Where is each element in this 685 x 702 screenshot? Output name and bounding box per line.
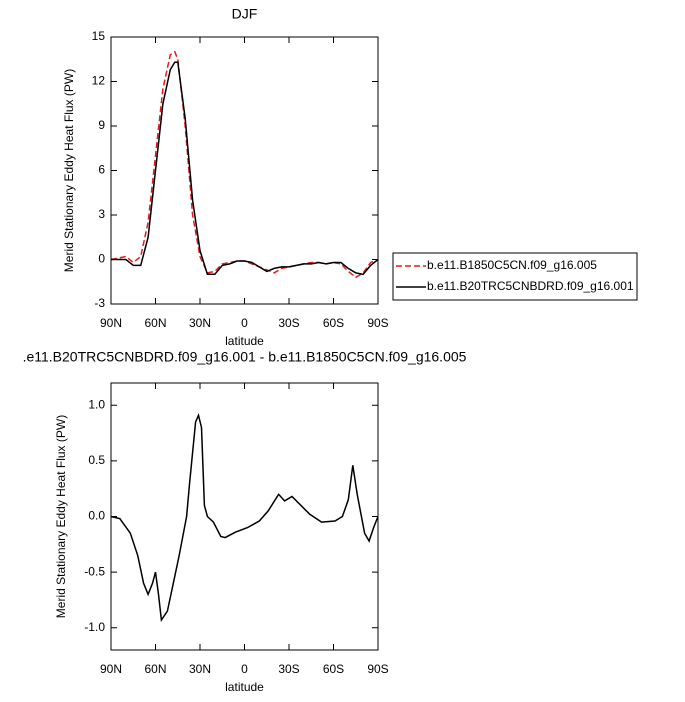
- legend-label: b.e11.B1850C5CN.f09_g16.005: [427, 258, 597, 272]
- y-axis-label: Merid Stationary Eddy Heat Flux (PW): [62, 69, 76, 272]
- y-tick-label: 12: [92, 74, 106, 88]
- y-tick-label: 9: [98, 118, 105, 132]
- legend-box: [392, 252, 638, 301]
- y-tick-label: -0.5: [84, 564, 105, 578]
- y-axis-label: Merid Stationary Eddy Heat Flux (PW): [54, 415, 68, 618]
- x-tick-label: 60S: [323, 662, 344, 676]
- y-tick-label: 0: [98, 252, 105, 266]
- x-tick-label: 30N: [189, 662, 211, 676]
- x-tick-label: 30N: [189, 316, 211, 330]
- y-tick-label: 0.5: [88, 453, 105, 467]
- x-tick-label: 60S: [323, 316, 344, 330]
- y-tick-label: 0.0: [88, 509, 105, 523]
- x-tick-label: 90S: [367, 316, 388, 330]
- chart-title: .e11.B20TRC5CNBDRD.f09_g16.001 - b.e11.B…: [23, 349, 467, 365]
- y-tick-label: 15: [92, 29, 106, 43]
- y-tick-label: 6: [98, 163, 105, 177]
- x-tick-label: 60N: [144, 316, 166, 330]
- x-tick-label: 90N: [100, 662, 122, 676]
- x-tick-label: 30S: [278, 316, 299, 330]
- legend-label: b.e11.B20TRC5CNBDRD.f09_g16.001: [427, 279, 634, 293]
- x-tick-label: 60N: [144, 662, 166, 676]
- x-axis-label: latitude: [225, 680, 264, 694]
- x-tick-label: 90S: [367, 662, 388, 676]
- plot-frame: [110, 382, 379, 651]
- x-tick-label: 90N: [100, 316, 122, 330]
- y-tick-label: -3: [94, 296, 105, 310]
- line-series: [111, 61, 379, 276]
- x-axis-label: latitude: [225, 334, 264, 348]
- y-tick-label: 1.0: [88, 397, 105, 411]
- chart-title: DJF: [232, 6, 258, 22]
- x-tick-label: 30S: [278, 662, 299, 676]
- line-series: [110, 50, 379, 279]
- y-tick-label: -1.0: [84, 620, 105, 634]
- y-tick-label: 3: [98, 207, 105, 221]
- x-tick-label: 0: [241, 316, 248, 330]
- line-series: [110, 412, 379, 623]
- x-tick-label: 0: [241, 662, 248, 676]
